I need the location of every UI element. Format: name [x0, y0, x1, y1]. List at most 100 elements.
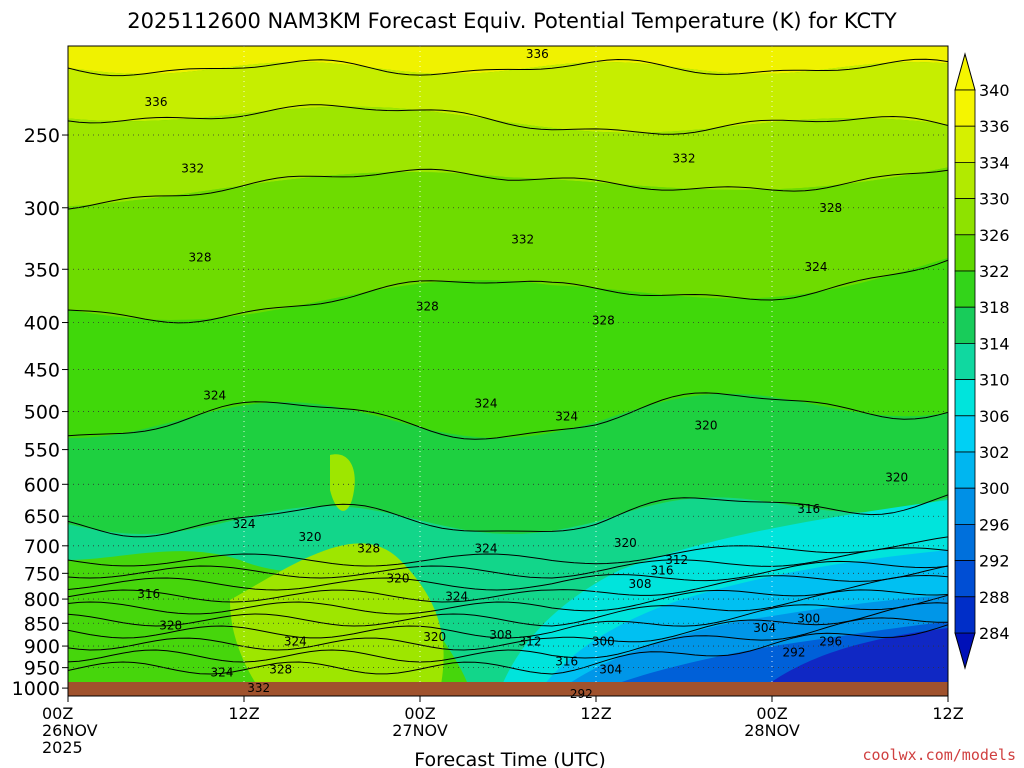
- contour-label: 336: [145, 95, 168, 109]
- theta-e-band: [68, 258, 948, 438]
- colorbar-segment: [954, 415, 976, 453]
- contour-line: [68, 168, 948, 210]
- theta-e-band: [68, 62, 948, 133]
- warm-pocket: [330, 454, 355, 511]
- x-tick-label: 00Z: [404, 704, 435, 723]
- contour-label: 328: [592, 314, 615, 328]
- contour-label: 332: [181, 162, 204, 176]
- contour-label: 304: [753, 621, 776, 635]
- contour-label: 328: [416, 299, 439, 313]
- colorbar-segment: [954, 89, 976, 127]
- colorbar-label: 300: [979, 479, 1010, 498]
- contour-label: 332: [247, 681, 270, 695]
- colorbar-label: 318: [979, 298, 1010, 317]
- colorbar-label: 310: [979, 371, 1010, 390]
- contour-label: 324: [211, 666, 234, 680]
- contour-label: 312: [665, 553, 688, 567]
- colorbar-segment: [954, 306, 976, 344]
- y-tick-label: 450: [24, 360, 60, 382]
- contour-line: [68, 58, 948, 77]
- colorbar-extend-max: [954, 52, 976, 91]
- theta-e-band: [68, 393, 948, 534]
- contour-line: [68, 536, 948, 567]
- y-tick-label: 650: [24, 506, 60, 528]
- colorbar-segment: [954, 524, 976, 562]
- credit-text[interactable]: coolwx.com/models: [862, 746, 1016, 764]
- colorbar-segment: [954, 596, 976, 634]
- colorbar-label: 330: [979, 190, 1010, 209]
- contour-label: 324: [203, 388, 226, 402]
- contour-label: 320: [423, 630, 446, 644]
- contour-line: [68, 602, 948, 651]
- y-tick-label: 600: [24, 474, 60, 496]
- contour-line: [68, 624, 948, 675]
- theta-e-band: [68, 167, 948, 320]
- contour-label: 324: [284, 635, 307, 649]
- y-tick-label: 850: [24, 613, 60, 635]
- colorbar-segment: [954, 125, 976, 163]
- contour-line: [68, 589, 948, 627]
- contour-label: 320: [885, 471, 908, 485]
- contour-label: 292: [570, 687, 593, 701]
- colorbar-segment: [954, 451, 976, 489]
- contour-label: 320: [695, 419, 718, 433]
- contour-line: [68, 259, 948, 324]
- contour-line: [68, 574, 948, 615]
- y-tick-label: 500: [24, 402, 60, 424]
- colorbar-segment: [954, 379, 976, 417]
- plot-area: [68, 46, 948, 696]
- colorbar-label: 322: [979, 262, 1010, 281]
- colorbar-segment: [954, 560, 976, 598]
- contour-line: [68, 392, 948, 440]
- contour-label: 292: [783, 646, 806, 660]
- warm-pocket: [230, 543, 444, 690]
- contour-line: [68, 565, 948, 603]
- y-tick-label: 250: [24, 125, 60, 147]
- contour-label: 316: [555, 654, 578, 668]
- contour-line: [68, 560, 948, 591]
- colorbar-label: 296: [979, 515, 1010, 534]
- y-tick-label: 750: [24, 563, 60, 585]
- y-tick-label: 300: [24, 198, 60, 220]
- y-tick-label: 350: [24, 259, 60, 281]
- contour-line: [68, 104, 948, 135]
- x-tick-label: 27NOV: [392, 721, 448, 740]
- x-tick-label: 12Z: [228, 704, 259, 723]
- contour-label: 308: [629, 577, 652, 591]
- contour-label: 308: [489, 628, 512, 642]
- contour-label: 320: [299, 530, 322, 544]
- colorbar-segment: [954, 234, 976, 272]
- x-tick-label: 12Z: [932, 704, 963, 723]
- y-tick-label: 800: [24, 589, 60, 611]
- y-tick-label: 400: [24, 313, 60, 335]
- contour-label: 324: [475, 542, 498, 556]
- contour-label: 328: [269, 663, 292, 677]
- theta-e-band: [68, 46, 948, 74]
- contour-label: 332: [673, 151, 696, 165]
- contour-label: 300: [797, 612, 820, 626]
- x-tick-label: 26NOV: [42, 721, 98, 740]
- colorbar-segment: [954, 161, 976, 199]
- colorbar-segment: [954, 198, 976, 236]
- contour-label: 296: [819, 635, 842, 649]
- contour-label: 332: [511, 233, 534, 247]
- ground-surface: [68, 682, 948, 696]
- colorbar-label: 336: [979, 117, 1010, 136]
- colorbar-label: 292: [979, 552, 1010, 571]
- contour-label: 328: [159, 619, 182, 633]
- chart-title: 2025112600 NAM3KM Forecast Equiv. Potent…: [127, 9, 897, 33]
- cold-air-mass: [760, 628, 948, 690]
- colorbar-label: 326: [979, 226, 1010, 245]
- contour-line: [68, 547, 948, 579]
- colorbar-label: 284: [979, 624, 1010, 643]
- y-tick-label: 700: [24, 536, 60, 558]
- colorbar-label: 314: [979, 334, 1010, 353]
- x-tick-label: 2025: [42, 738, 83, 757]
- contour-label: 324: [445, 590, 468, 604]
- colorbar-segment: [954, 270, 976, 308]
- x-tick-label: 00Z: [42, 704, 73, 723]
- contour-label: 316: [137, 587, 160, 601]
- contour-label: 336: [526, 47, 549, 61]
- colorbar-segment: [954, 342, 976, 380]
- contour-label: 320: [614, 536, 637, 550]
